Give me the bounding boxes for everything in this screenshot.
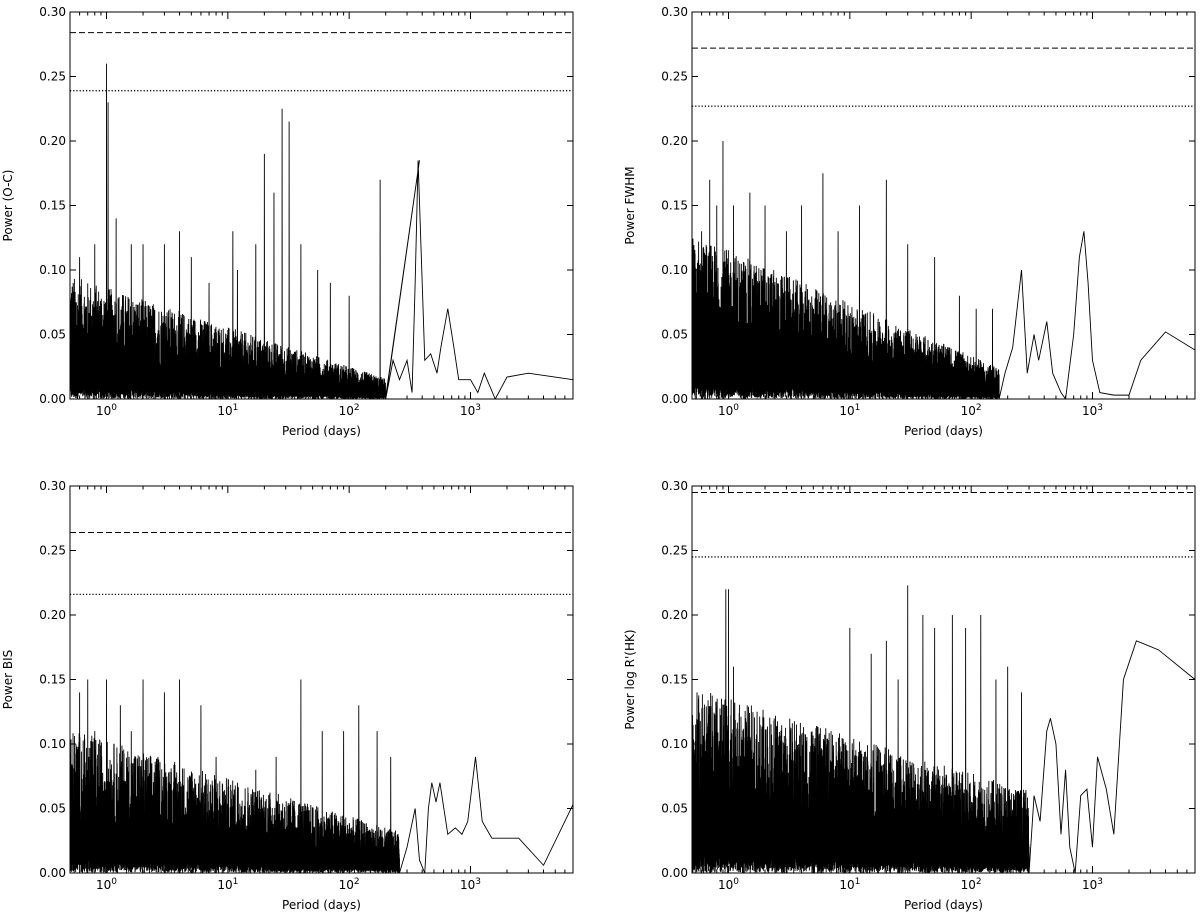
x-tick-label: 103 bbox=[1082, 403, 1103, 418]
panel-bottom-left: 0.00 0.05 0.10 0.15 0.20 0.25 0.30 100 101 102 103… bbox=[1, 479, 574, 912]
y-tick-label: 0.00 bbox=[39, 866, 66, 880]
periodogram-line bbox=[692, 140, 1195, 399]
y-tick-label: 0.25 bbox=[39, 544, 66, 558]
y-tick-label: 0.20 bbox=[39, 134, 66, 148]
x-tick-label: 101 bbox=[217, 877, 238, 892]
y-tick-label: 0.20 bbox=[661, 608, 688, 622]
y-axis-label: Power BIS bbox=[1, 650, 15, 709]
y-tick-label: 0.10 bbox=[39, 263, 66, 277]
x-tick-label: 102 bbox=[339, 877, 360, 892]
y-tick-label: 0.20 bbox=[39, 608, 66, 622]
y-tick-label: 0.15 bbox=[661, 199, 688, 213]
x-tick-label: 100 bbox=[96, 877, 117, 892]
x-tick-label: 101 bbox=[217, 403, 238, 418]
x-tick-label: 102 bbox=[961, 403, 982, 418]
x-tick-label: 100 bbox=[718, 403, 739, 418]
y-tick-label: 0.10 bbox=[661, 263, 688, 277]
periodogram-line bbox=[692, 585, 1195, 873]
y-tick-label: 0.05 bbox=[661, 802, 688, 816]
periodogram-line bbox=[70, 679, 573, 873]
panel-bottom-right: 0.00 0.05 0.10 0.15 0.20 0.25 0.30 100 101 102 103… bbox=[623, 479, 1196, 912]
y-tick-label: 0.10 bbox=[661, 737, 688, 751]
y-tick-label: 0.00 bbox=[661, 866, 688, 880]
x-axis-label: Period (days) bbox=[282, 424, 361, 438]
y-tick-label: 0.05 bbox=[39, 802, 66, 816]
y-tick-label: 0.05 bbox=[39, 328, 66, 342]
x-axis-label: Period (days) bbox=[282, 898, 361, 912]
y-tick-label: 0.10 bbox=[39, 737, 66, 751]
y-axis-label: Power (O-C) bbox=[1, 170, 15, 242]
y-tick-label: 0.30 bbox=[661, 5, 688, 19]
y-tick-label: 0.25 bbox=[661, 544, 688, 558]
periodogram-line bbox=[70, 63, 573, 399]
x-tick-label: 100 bbox=[96, 403, 117, 418]
x-axis-label: Period (days) bbox=[904, 898, 983, 912]
y-tick-label: 0.00 bbox=[661, 392, 688, 406]
x-tick-label: 101 bbox=[839, 877, 860, 892]
panel-top-right: 0.00 0.05 0.10 0.15 0.20 0.25 0.30 100 101 102 103… bbox=[623, 5, 1196, 438]
y-tick-label: 0.15 bbox=[39, 199, 66, 213]
x-tick-label: 102 bbox=[339, 403, 360, 418]
y-tick-label: 0.30 bbox=[661, 479, 688, 493]
x-tick-label: 102 bbox=[961, 877, 982, 892]
y-tick-label: 0.00 bbox=[39, 392, 66, 406]
x-tick-label: 103 bbox=[1082, 877, 1103, 892]
x-tick-label: 100 bbox=[718, 877, 739, 892]
y-tick-label: 0.30 bbox=[39, 5, 66, 19]
y-tick-label: 0.05 bbox=[661, 328, 688, 342]
x-tick-label: 103 bbox=[460, 877, 481, 892]
y-axis-label: Power log R'(HK) bbox=[623, 629, 637, 729]
y-tick-label: 0.20 bbox=[661, 134, 688, 148]
y-tick-label: 0.30 bbox=[39, 479, 66, 493]
x-axis-label: Period (days) bbox=[904, 424, 983, 438]
x-tick-label: 103 bbox=[460, 403, 481, 418]
y-tick-label: 0.25 bbox=[661, 70, 688, 84]
y-tick-label: 0.15 bbox=[39, 673, 66, 687]
panel-top-left: 0.00 0.05 0.10 0.15 0.20 0.25 0.30 100 101 102 103… bbox=[1, 5, 574, 438]
y-axis-label: Power FWHM bbox=[623, 166, 637, 244]
y-tick-label: 0.25 bbox=[39, 70, 66, 84]
y-tick-label: 0.15 bbox=[661, 673, 688, 687]
x-tick-label: 101 bbox=[839, 403, 860, 418]
